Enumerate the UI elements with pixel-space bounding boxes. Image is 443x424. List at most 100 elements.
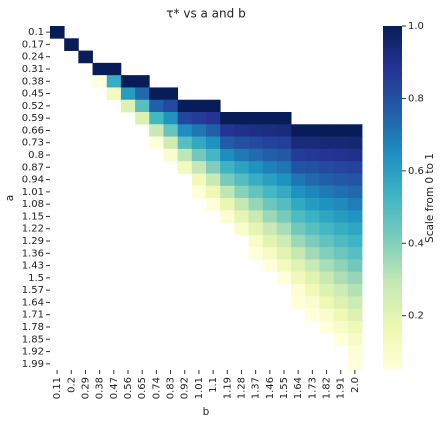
heatmap-cell <box>120 75 136 88</box>
heatmap-cell <box>262 173 278 187</box>
heatmap-cell <box>78 50 93 64</box>
heatmap-cell <box>191 99 207 113</box>
heatmap-cell <box>276 124 292 137</box>
heatmap-cell <box>319 222 335 236</box>
heatmap-cell <box>319 124 335 137</box>
y-tick-label: 1.5 <box>28 273 44 284</box>
heatmap-cell <box>177 136 193 150</box>
heatmap-cell <box>319 136 335 150</box>
y-tick-label: 0.31 <box>22 64 44 75</box>
heatmap-cell <box>135 75 150 88</box>
heatmap-cell <box>191 112 207 125</box>
heatmap-cell <box>262 259 278 273</box>
heatmap-cell <box>347 222 363 236</box>
heatmap-cell <box>347 259 363 273</box>
heatmap-cell <box>333 124 349 137</box>
heatmap-cell <box>206 99 221 113</box>
heatmap-cell <box>106 62 122 76</box>
heatmap-cell <box>347 148 363 162</box>
heatmap-cell <box>305 296 320 309</box>
y-tick-label: 0.38 <box>22 76 44 87</box>
heatmap-cell <box>319 148 335 162</box>
y-tick-label: 1.64 <box>22 297 44 308</box>
heatmap-cell <box>276 112 292 125</box>
heatmap-cell <box>276 247 292 260</box>
heatmap-cell <box>177 161 193 174</box>
heatmap-cell <box>177 112 193 125</box>
heatmap-cell <box>234 222 249 236</box>
heatmap-cell <box>291 271 306 285</box>
heatmap-cell <box>305 124 320 137</box>
heatmap-cell <box>177 124 193 137</box>
x-tick-label: 1.1 <box>208 377 219 393</box>
heatmap-cell <box>333 173 349 187</box>
heatmap-cell <box>177 99 193 113</box>
heatmap-cell <box>305 161 320 174</box>
x-tick-label: 1.91 <box>336 377 347 399</box>
x-axis-label: b <box>203 406 210 418</box>
heatmap-cell <box>347 198 363 211</box>
heatmap-cell <box>333 161 349 174</box>
heatmap-cell <box>305 198 320 211</box>
heatmap-cell <box>234 210 249 223</box>
heatmap-cell <box>64 38 79 51</box>
heatmap-cell <box>291 210 306 223</box>
heatmap-cell <box>276 234 292 248</box>
heatmap-cell <box>333 247 349 260</box>
heatmap-cell <box>191 136 207 150</box>
heatmap-cell <box>191 161 207 174</box>
heatmap-cell <box>305 148 320 162</box>
heatmap-cell <box>347 161 363 174</box>
heatmap-cell <box>248 210 264 223</box>
y-tick-label: 1.08 <box>22 199 44 210</box>
heatmap-cell <box>177 148 193 162</box>
heatmap-cell <box>291 222 306 236</box>
heatmap-cell <box>333 308 349 322</box>
heatmap-cell <box>149 124 164 137</box>
x-tick-label: 1.73 <box>307 377 318 399</box>
heatmap-cell <box>276 173 292 187</box>
colorbar-tick-label: 0.6 <box>408 166 424 177</box>
heatmap-cell <box>135 99 150 113</box>
heatmap-cell <box>291 136 306 150</box>
y-tick-label: 0.94 <box>22 175 44 186</box>
heatmap-cell <box>234 124 249 137</box>
heatmap-cell <box>319 185 335 199</box>
colorbar-label: Scale from 0 to 1 <box>424 153 436 243</box>
heatmap-cell <box>163 148 179 162</box>
heatmap-cell <box>291 247 306 260</box>
heatmap-cell <box>333 333 349 346</box>
y-tick-label: 1.29 <box>22 236 44 247</box>
heatmap-cell <box>319 271 335 285</box>
x-tick-label: 0.83 <box>166 377 177 399</box>
heatmap-cell <box>234 185 249 199</box>
x-tick-label: 0.56 <box>123 377 134 399</box>
heatmap-cell <box>248 136 264 150</box>
heatmap-cell <box>333 136 349 150</box>
heatmap-cell <box>220 173 235 187</box>
x-tick-label: 1.55 <box>279 377 290 399</box>
heatmap-cell <box>163 136 179 150</box>
heatmap-cell <box>291 234 306 248</box>
heatmap-cell <box>333 198 349 211</box>
heatmap-cell <box>319 320 335 334</box>
x-tick-label: 1.37 <box>251 377 262 399</box>
heatmap-cell <box>163 124 179 137</box>
heatmap-cell <box>347 136 363 150</box>
heatmap-cell <box>347 234 363 248</box>
x-tick-label: 0.2 <box>66 377 77 393</box>
heatmap-cell <box>305 185 320 199</box>
heatmap-cell <box>305 308 320 322</box>
heatmap-cell <box>262 247 278 260</box>
heatmap-cell <box>149 136 164 150</box>
heatmap-cell <box>291 161 306 174</box>
heatmap-cell <box>248 222 264 236</box>
y-tick-label: 1.71 <box>22 310 44 321</box>
y-tick-label: 0.66 <box>22 125 44 136</box>
y-tick-label: 1.43 <box>22 261 44 272</box>
y-tick-label: 0.8 <box>28 150 44 161</box>
heatmap-cell <box>234 161 249 174</box>
chart-title: τ* vs a and b <box>166 7 245 21</box>
heatmap-cell <box>319 284 335 297</box>
y-tick-label: 1.57 <box>22 285 44 296</box>
